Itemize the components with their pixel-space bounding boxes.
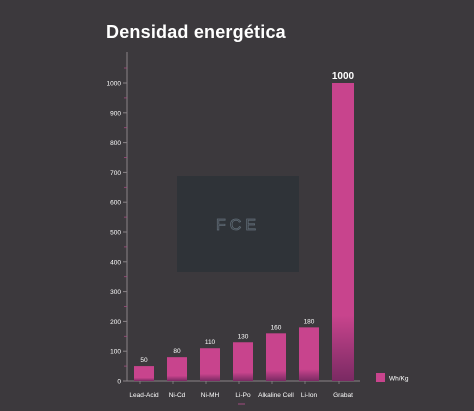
y-tick-label: 500	[110, 230, 121, 237]
x-category-label: Lead-Acid	[129, 392, 159, 399]
labels: 50 Lead-Acid 80 Ni-Cd 110 Ni-MH 130 Li-Po 160 Alk…	[129, 71, 354, 399]
legend-swatch	[376, 373, 385, 382]
watermark-box	[177, 176, 299, 272]
y-tick-label: 600	[110, 200, 121, 207]
y-tick-label: 800	[110, 140, 121, 147]
watermark: FCE	[177, 176, 299, 272]
y-tick-label: 1000	[107, 81, 122, 88]
bar-value-label: 160	[271, 324, 282, 331]
y-tick-label: 400	[110, 259, 121, 266]
bar-grabat	[332, 83, 354, 381]
legend-label: Wh/Kg	[389, 376, 409, 383]
y-tick-label: 700	[110, 170, 121, 177]
axes: 0 100 200 300 400 500 600 700 800 900 1000	[107, 52, 360, 405]
bar-value-label: 180	[304, 318, 315, 325]
bars	[134, 83, 354, 381]
bar-value-label: 110	[205, 339, 216, 346]
bar-li-po	[233, 342, 253, 381]
bar-value-label: 50	[140, 357, 148, 364]
y-tick-label: 300	[110, 289, 121, 296]
watermark-text: FCE	[216, 217, 260, 234]
y-tick-label: 900	[110, 110, 121, 117]
bar-ni-mh	[200, 348, 220, 381]
x-category-label: Li-Po	[235, 392, 251, 399]
chart-title: Densidad energética	[106, 22, 286, 42]
x-category-label: Ni-Cd	[169, 392, 186, 399]
y-tick-label: 0	[117, 379, 121, 386]
bar-value-label: 80	[173, 348, 181, 355]
bar-lead-acid	[134, 366, 154, 381]
x-category-label: Alkaline Cell	[258, 392, 294, 399]
y-tick-label: 200	[110, 319, 121, 326]
bar-alkaline-cell	[266, 333, 286, 381]
bar-value-label: 1000	[332, 71, 355, 82]
bar-value-label: 130	[238, 333, 249, 340]
x-category-label: Grabat	[333, 392, 353, 399]
bar-ni-cd	[167, 357, 187, 381]
x-category-label: Li-Ion	[301, 392, 318, 399]
bar-li-ion	[299, 327, 319, 381]
legend: Wh/Kg	[376, 373, 409, 383]
x-category-label: Ni-MH	[201, 392, 220, 399]
y-tick-label: 100	[110, 349, 121, 356]
